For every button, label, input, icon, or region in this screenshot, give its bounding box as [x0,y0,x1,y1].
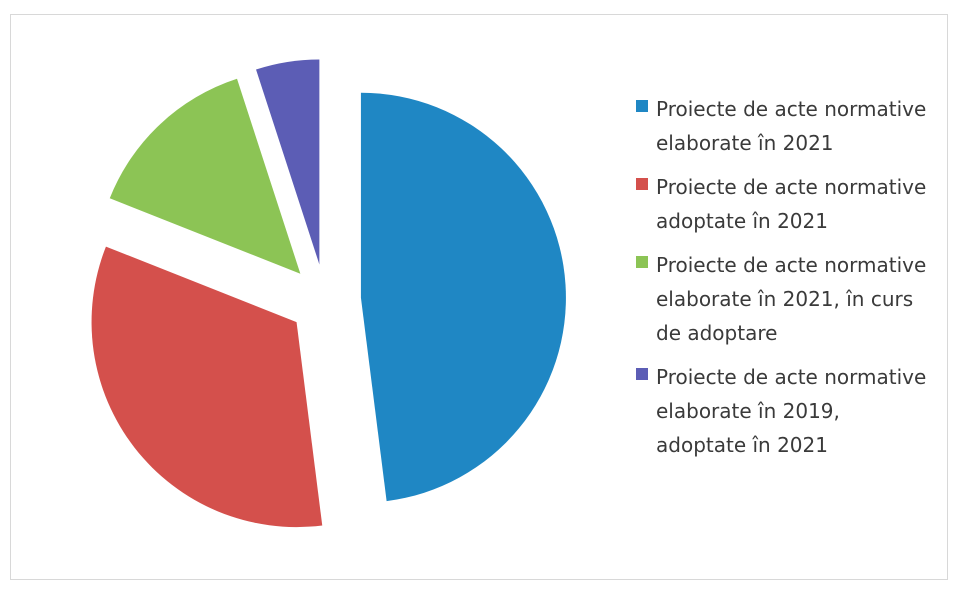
legend-swatch [636,368,648,380]
legend-item: Proiecte de acte normative elaborate în … [636,92,931,160]
pie-slice [360,92,566,502]
legend-swatch [636,178,648,190]
legend-item: Proiecte de acte normative elaborate în … [636,248,931,350]
legend-label: Proiecte de acte normative elaborate în … [656,365,927,457]
pie-slice [109,78,301,274]
legend-swatch [636,256,648,268]
legend-swatch [636,100,648,112]
legend-item: Proiecte de acte normative adoptate în 2… [636,170,931,238]
legend-label: Proiecte de acte normative elaborate în … [656,97,927,155]
legend-label: Proiecte de acte normative elaborate în … [656,253,927,345]
legend-item: Proiecte de acte normative elaborate în … [636,360,931,462]
chart-frame [10,14,948,580]
pie-slice [256,59,320,265]
legend-label: Proiecte de acte normative adoptate în 2… [656,175,927,233]
pie-slice [91,246,323,528]
legend: Proiecte de acte normative elaborate în … [636,92,931,472]
